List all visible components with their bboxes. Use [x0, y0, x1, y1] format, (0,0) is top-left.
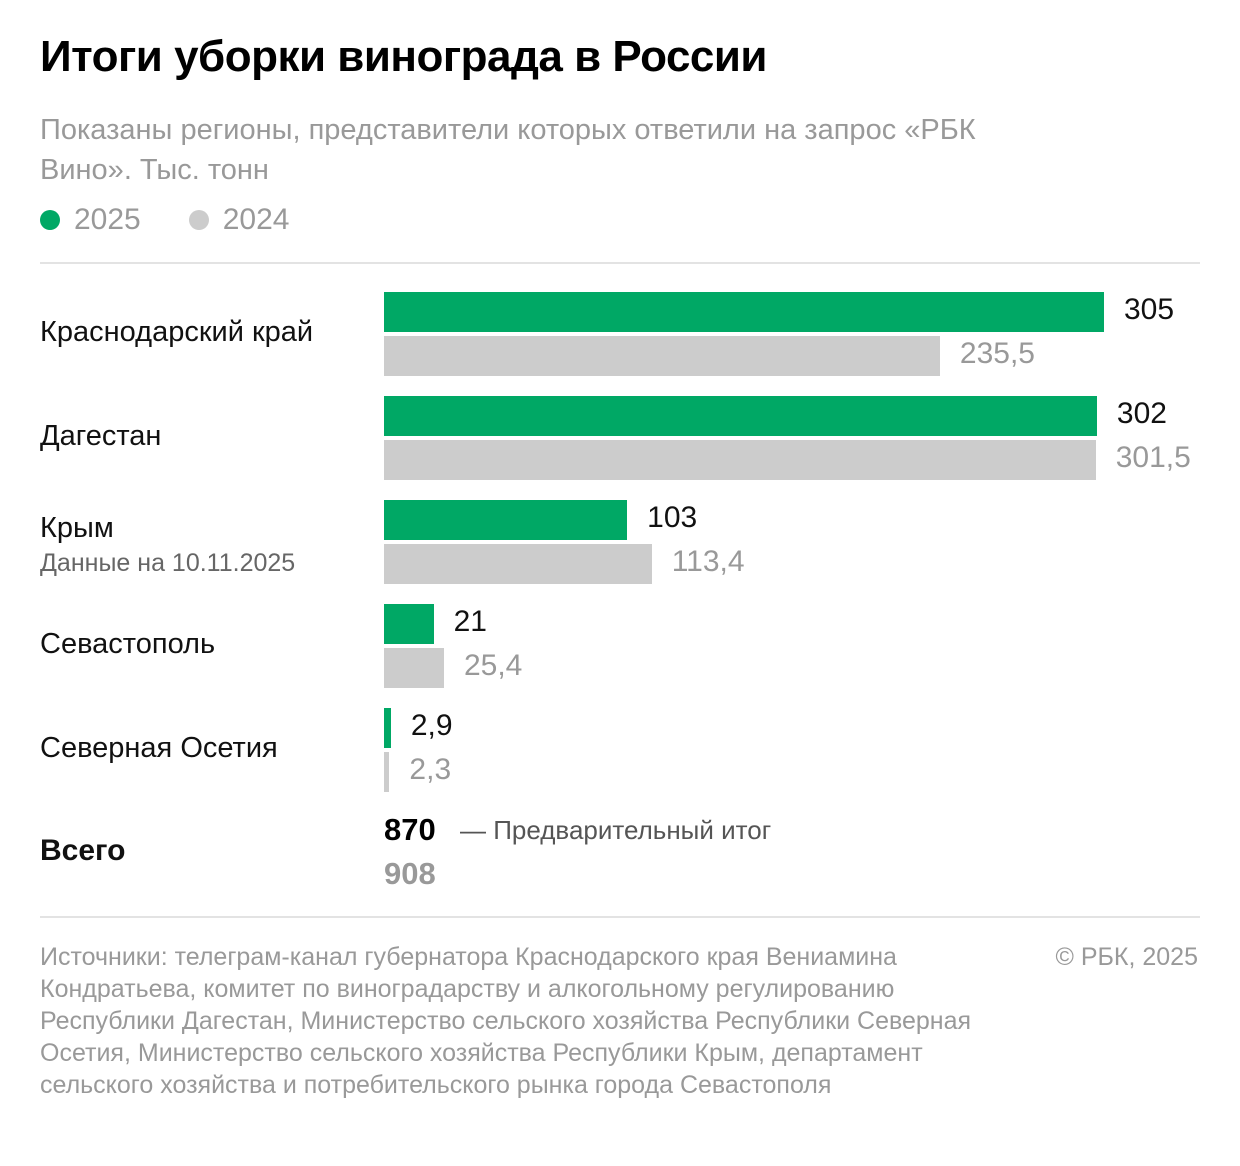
bar-2024	[384, 544, 652, 584]
total-2025: 870	[384, 812, 436, 847]
chart-title: Итоги уборки винограда в России	[40, 32, 767, 81]
value-label-2025: 103	[647, 501, 698, 534]
legend: 2025 2024	[40, 203, 290, 237]
divider-top	[40, 262, 1200, 264]
category-label: Дагестан	[40, 420, 161, 453]
legend-item-2024: 2024	[188, 203, 290, 237]
category-name: Дагестан	[40, 420, 162, 452]
value-label-2024: 235,5	[959, 337, 1035, 370]
legend-label-2024: 2024	[222, 203, 290, 236]
value-label-2025: 305	[1124, 293, 1175, 326]
category-label: Крым Данные на 10.11.2025	[40, 512, 295, 578]
category-note: Данные на 10.11.2025	[40, 549, 296, 577]
bar-2025	[384, 292, 1104, 332]
total-2024: 908	[384, 856, 436, 891]
category-name: Крым	[40, 512, 114, 544]
category-label: Краснодарский край	[40, 316, 313, 349]
total-label: Всего	[40, 834, 126, 867]
value-label-2025: 21	[453, 605, 487, 638]
bar-2025	[384, 604, 434, 644]
legend-dot-2024-icon	[188, 210, 209, 230]
category-name: Краснодарский край	[40, 316, 314, 348]
legend-dot-2025-icon	[40, 210, 60, 230]
legend-item-2025: 2025	[40, 203, 141, 237]
value-label-2024: 301,5	[1115, 441, 1191, 474]
total-2025-note: — Предварительный итог	[460, 815, 772, 845]
bar-2025	[384, 708, 391, 748]
bar-2024	[384, 440, 1096, 480]
copyright: © РБК, 2025	[1055, 943, 1198, 971]
bar-2025	[384, 500, 628, 540]
chart-subtitle: Показаны регионы, представители которых …	[40, 114, 976, 186]
bar-2025	[384, 396, 1097, 436]
bar-2024	[384, 752, 390, 792]
value-label-2025: 2,9	[410, 709, 453, 742]
value-label-2024: 25,4	[463, 649, 523, 682]
bar-2024	[384, 648, 444, 688]
value-label-2024: 2,3	[409, 753, 452, 786]
category-label: Северная Осетия	[40, 732, 278, 765]
category-label: Севастополь	[40, 628, 215, 661]
category-name: Севастополь	[40, 628, 216, 660]
divider-bottom	[40, 916, 1200, 918]
legend-label-2025: 2025	[74, 203, 141, 236]
value-label-2024: 113,4	[671, 545, 745, 578]
bar-2024	[384, 336, 940, 376]
category-name: Северная Осетия	[40, 732, 278, 764]
source-note: Источники: телеграм-канал губернатора Кр…	[40, 943, 972, 1099]
value-label-2025: 302	[1116, 397, 1167, 430]
